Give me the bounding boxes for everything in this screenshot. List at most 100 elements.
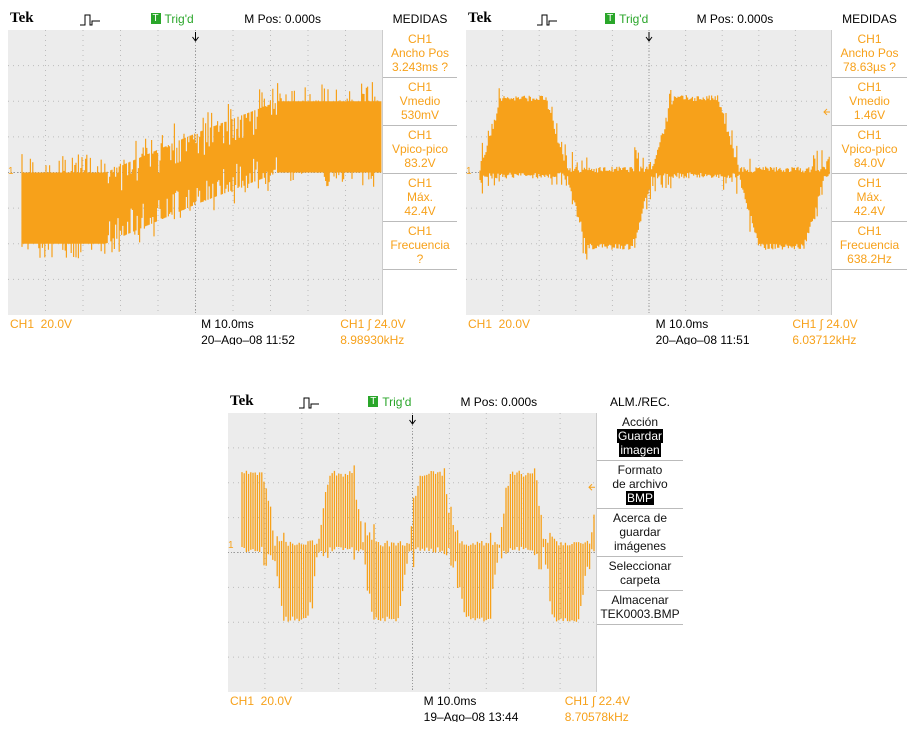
channel-marker: 1 bbox=[228, 539, 234, 553]
menu-highlight: BMP bbox=[626, 491, 654, 505]
channel-marker: 1 bbox=[466, 165, 472, 179]
menu-line: 42.4V bbox=[832, 204, 907, 218]
menu-line: Acción bbox=[597, 415, 683, 429]
menu-line: de archivo bbox=[597, 477, 683, 491]
menu-line: Seleccionar bbox=[597, 559, 683, 573]
trigger-icon: T bbox=[151, 13, 161, 24]
trigger-level-arrow bbox=[589, 484, 595, 490]
trigger-state: Trig'd bbox=[382, 395, 411, 409]
brand: Tek bbox=[230, 394, 254, 408]
menu-highlight-row: BMP bbox=[597, 491, 683, 505]
menu-highlight-row: imagen bbox=[597, 443, 683, 457]
menu-line: CH1 bbox=[383, 32, 457, 46]
trigger-position-arrow bbox=[410, 415, 416, 424]
date: 20–Ago–08 11:51 bbox=[656, 333, 750, 345]
menu-line: Acerca de bbox=[597, 511, 683, 525]
menu-line: carpeta bbox=[597, 573, 683, 587]
trigger-level-arrow bbox=[824, 109, 830, 115]
menu-line: CH1 bbox=[383, 176, 457, 190]
timebase: M 10.0ms bbox=[201, 317, 254, 331]
menu-highlight: imagen bbox=[619, 443, 660, 457]
trigger-level: CH1 ∫ 24.0V bbox=[792, 317, 857, 331]
channel-scale: CH1 20.0V bbox=[230, 694, 292, 708]
position: M Pos: 0.000s bbox=[244, 12, 321, 26]
menu-line: guardar bbox=[597, 525, 683, 539]
menu-line: CH1 bbox=[832, 80, 907, 94]
menu-line: Vmedio bbox=[383, 94, 457, 108]
trigger-icon: T bbox=[368, 396, 378, 407]
menu-line: CH1 bbox=[832, 128, 907, 142]
menu-line: CH1 bbox=[383, 128, 457, 142]
date: 19–Ago–08 13:44 bbox=[424, 710, 519, 722]
menu-line: 78.63µs ? bbox=[832, 60, 907, 74]
trigger-level: CH1 ∫ 22.4V bbox=[565, 694, 630, 708]
menu-highlight-row: Guardar bbox=[597, 429, 683, 443]
date: 20–Ago–08 11:52 bbox=[201, 333, 295, 345]
menu-line: 3.243ms ? bbox=[383, 60, 457, 74]
trigger-position-arrow bbox=[646, 32, 652, 41]
pulse-icon bbox=[79, 13, 101, 27]
trigger-state: Trig'd bbox=[165, 12, 194, 26]
waveform bbox=[480, 88, 829, 259]
graticule bbox=[228, 413, 597, 692]
menu-title: MEDIDAS bbox=[385, 12, 455, 26]
menu-line: Frecuencia bbox=[832, 238, 907, 252]
page: Tek T Trig'd M Pos: 0.000s MEDIDAS 1 CH1Ancho … bbox=[0, 0, 907, 729]
menu-line: CH1 bbox=[383, 224, 457, 238]
position: M Pos: 0.000s bbox=[460, 395, 537, 409]
menu-line: Máx. bbox=[383, 190, 457, 204]
menu-line: Vpico-pico bbox=[832, 142, 907, 156]
menu-line: Vpico-pico bbox=[383, 142, 457, 156]
pulse-shape bbox=[537, 15, 557, 25]
menu-line: CH1 bbox=[832, 224, 907, 238]
pulse-icon bbox=[298, 396, 320, 410]
waveform bbox=[242, 465, 594, 621]
menu-title: ALM./REC. bbox=[599, 395, 681, 409]
menu-line: 84.0V bbox=[832, 156, 907, 170]
menu-line: CH1 bbox=[832, 32, 907, 46]
menu-line: CH1 bbox=[832, 176, 907, 190]
position: M Pos: 0.000s bbox=[697, 12, 774, 26]
waveform bbox=[22, 82, 381, 258]
menu-line: CH1 bbox=[383, 80, 457, 94]
pulse-shape bbox=[299, 398, 319, 408]
menu-line: ? bbox=[383, 252, 457, 266]
menu-line: Formato bbox=[597, 463, 683, 477]
timebase: M 10.0ms bbox=[424, 694, 477, 708]
menu-line: Frecuencia bbox=[383, 238, 457, 252]
trigger-icon: T bbox=[605, 13, 615, 24]
menu-line: Almacenar bbox=[597, 593, 683, 607]
frequency: 8.98930kHz bbox=[340, 333, 404, 345]
menu-highlight: Guardar bbox=[617, 429, 663, 443]
trigger-state: Trig'd bbox=[619, 12, 648, 26]
frequency: 8.70578kHz bbox=[565, 710, 629, 722]
frequency: 6.03712kHz bbox=[792, 333, 856, 345]
menu-line: 1.46V bbox=[832, 108, 907, 122]
menu-line: imágenes bbox=[597, 539, 683, 553]
menu-line: 530mV bbox=[383, 108, 457, 122]
trigger-level: CH1 ∫ 24.0V bbox=[340, 317, 405, 331]
graticule bbox=[8, 30, 383, 315]
pulse-shape bbox=[80, 15, 100, 25]
menu-line: 42.4V bbox=[383, 204, 457, 218]
timebase: M 10.0ms bbox=[656, 317, 709, 331]
